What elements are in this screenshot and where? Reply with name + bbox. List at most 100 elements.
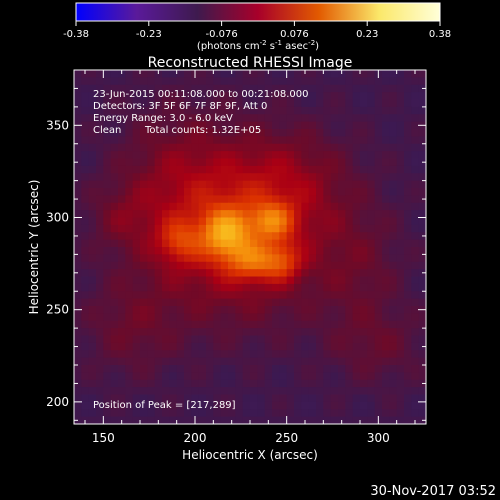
heatmap-pixel [103,298,112,307]
heatmap-pixel [338,210,346,219]
heatmap-pixel [323,232,332,241]
heatmap-pixel [323,202,332,211]
heatmap-pixel [74,350,82,359]
heatmap-pixel [301,92,310,101]
heatmap-pixel [367,180,376,189]
heatmap-pixel [279,409,288,418]
heatmap-pixel [228,276,236,285]
heatmap-pixel [257,365,266,373]
heatmap-pixel [147,232,156,241]
heatmap-pixel [110,92,119,101]
heatmap-pixel [176,269,185,278]
heatmap-pixel [125,387,134,396]
heatmap-pixel [418,239,426,248]
heatmap-pixel [191,350,200,359]
heatmap-pixel [198,232,207,241]
heatmap-pixel [140,92,148,101]
heatmap-pixel [418,365,426,373]
heatmap-pixel [404,106,412,115]
heatmap-pixel [228,247,236,255]
heatmap-pixel [294,158,302,167]
heatmap-pixel [272,106,280,115]
heatmap-pixel [235,70,244,78]
heatmap-pixel [360,306,368,314]
heatmap-pixel [103,188,112,196]
heatmap-pixel [81,239,90,248]
heatmap-pixel [418,335,426,344]
heatmap-pixel [264,401,273,410]
heatmap-pixel [404,298,412,307]
heatmap-pixel [242,77,251,86]
heatmap-pixel [81,121,90,130]
heatmap-pixel [118,195,126,204]
heatmap-pixel [264,387,273,396]
heatmap-pixel [147,306,156,314]
heatmap-pixel [242,151,251,160]
heatmap-pixel [382,328,390,337]
heatmap-pixel [88,173,97,182]
heatmap-pixel [374,372,383,381]
heatmap-pixel [162,298,170,307]
heatmap-pixel [294,121,302,130]
heatmap-pixel [389,269,398,278]
heatmap-pixel [418,387,426,396]
heatmap-pixel [367,350,376,359]
heatmap-pixel [235,151,244,160]
heatmap-pixel [279,99,288,108]
heatmap-pixel [308,342,317,351]
heatmap-pixel [308,136,317,145]
heatmap-pixel [316,77,324,86]
heatmap-pixel [88,151,97,160]
heatmap-pixel [367,188,376,196]
heatmap-pixel [110,409,119,418]
heatmap-pixel [125,77,134,86]
heatmap-pixel [242,357,251,366]
heatmap-pixel [228,365,236,373]
heatmap-pixel [74,320,82,329]
heatmap-pixel [162,291,170,300]
heatmap-pixel [418,261,426,270]
heatmap-pixel [162,416,170,424]
heatmap-pixel [338,269,346,278]
heatmap-pixel [169,350,178,359]
heatmap-pixel [286,224,295,233]
heatmap-pixel [338,379,346,388]
heatmap-pixel [147,99,156,108]
heatmap-pixel [316,99,324,108]
heatmap-pixel [330,350,339,359]
heatmap-pixel [338,195,346,204]
heatmap-pixel [323,210,332,219]
heatmap-pixel [81,328,90,337]
heatmap-pixel [294,328,302,337]
heatmap-pixel [396,143,405,152]
heatmap-pixel [345,158,354,167]
heatmap-pixel [257,269,266,278]
heatmap-pixel [396,276,405,285]
heatmap-pixel [338,247,346,255]
heatmap-pixel [132,298,141,307]
heatmap-pixel [103,401,112,410]
heatmap-pixel [264,291,273,300]
heatmap-pixel [125,409,134,418]
heatmap-pixel [125,180,134,189]
heatmap-pixel [88,121,97,130]
heatmap-pixel [169,106,178,115]
heatmap-pixel [301,173,310,182]
heatmap-pixel [272,357,280,366]
heatmap-pixel [220,328,229,337]
heatmap-pixel [176,335,185,344]
heatmap-pixel [338,180,346,189]
heatmap-pixel [338,136,346,145]
heatmap-pixel [110,313,119,322]
heatmap-pixel [396,261,405,270]
heatmap-pixel [132,92,141,101]
colorbar-tick-label: 0.38 [429,29,451,40]
heatmap-pixel [352,188,361,196]
heatmap-pixel [191,298,200,307]
heatmap-pixel [272,77,280,86]
heatmap-pixel [389,254,398,263]
heatmap-pixel [301,121,310,130]
heatmap-pixel [345,188,354,196]
heatmap-pixel [147,328,156,337]
heatmap-pixel [330,261,339,270]
